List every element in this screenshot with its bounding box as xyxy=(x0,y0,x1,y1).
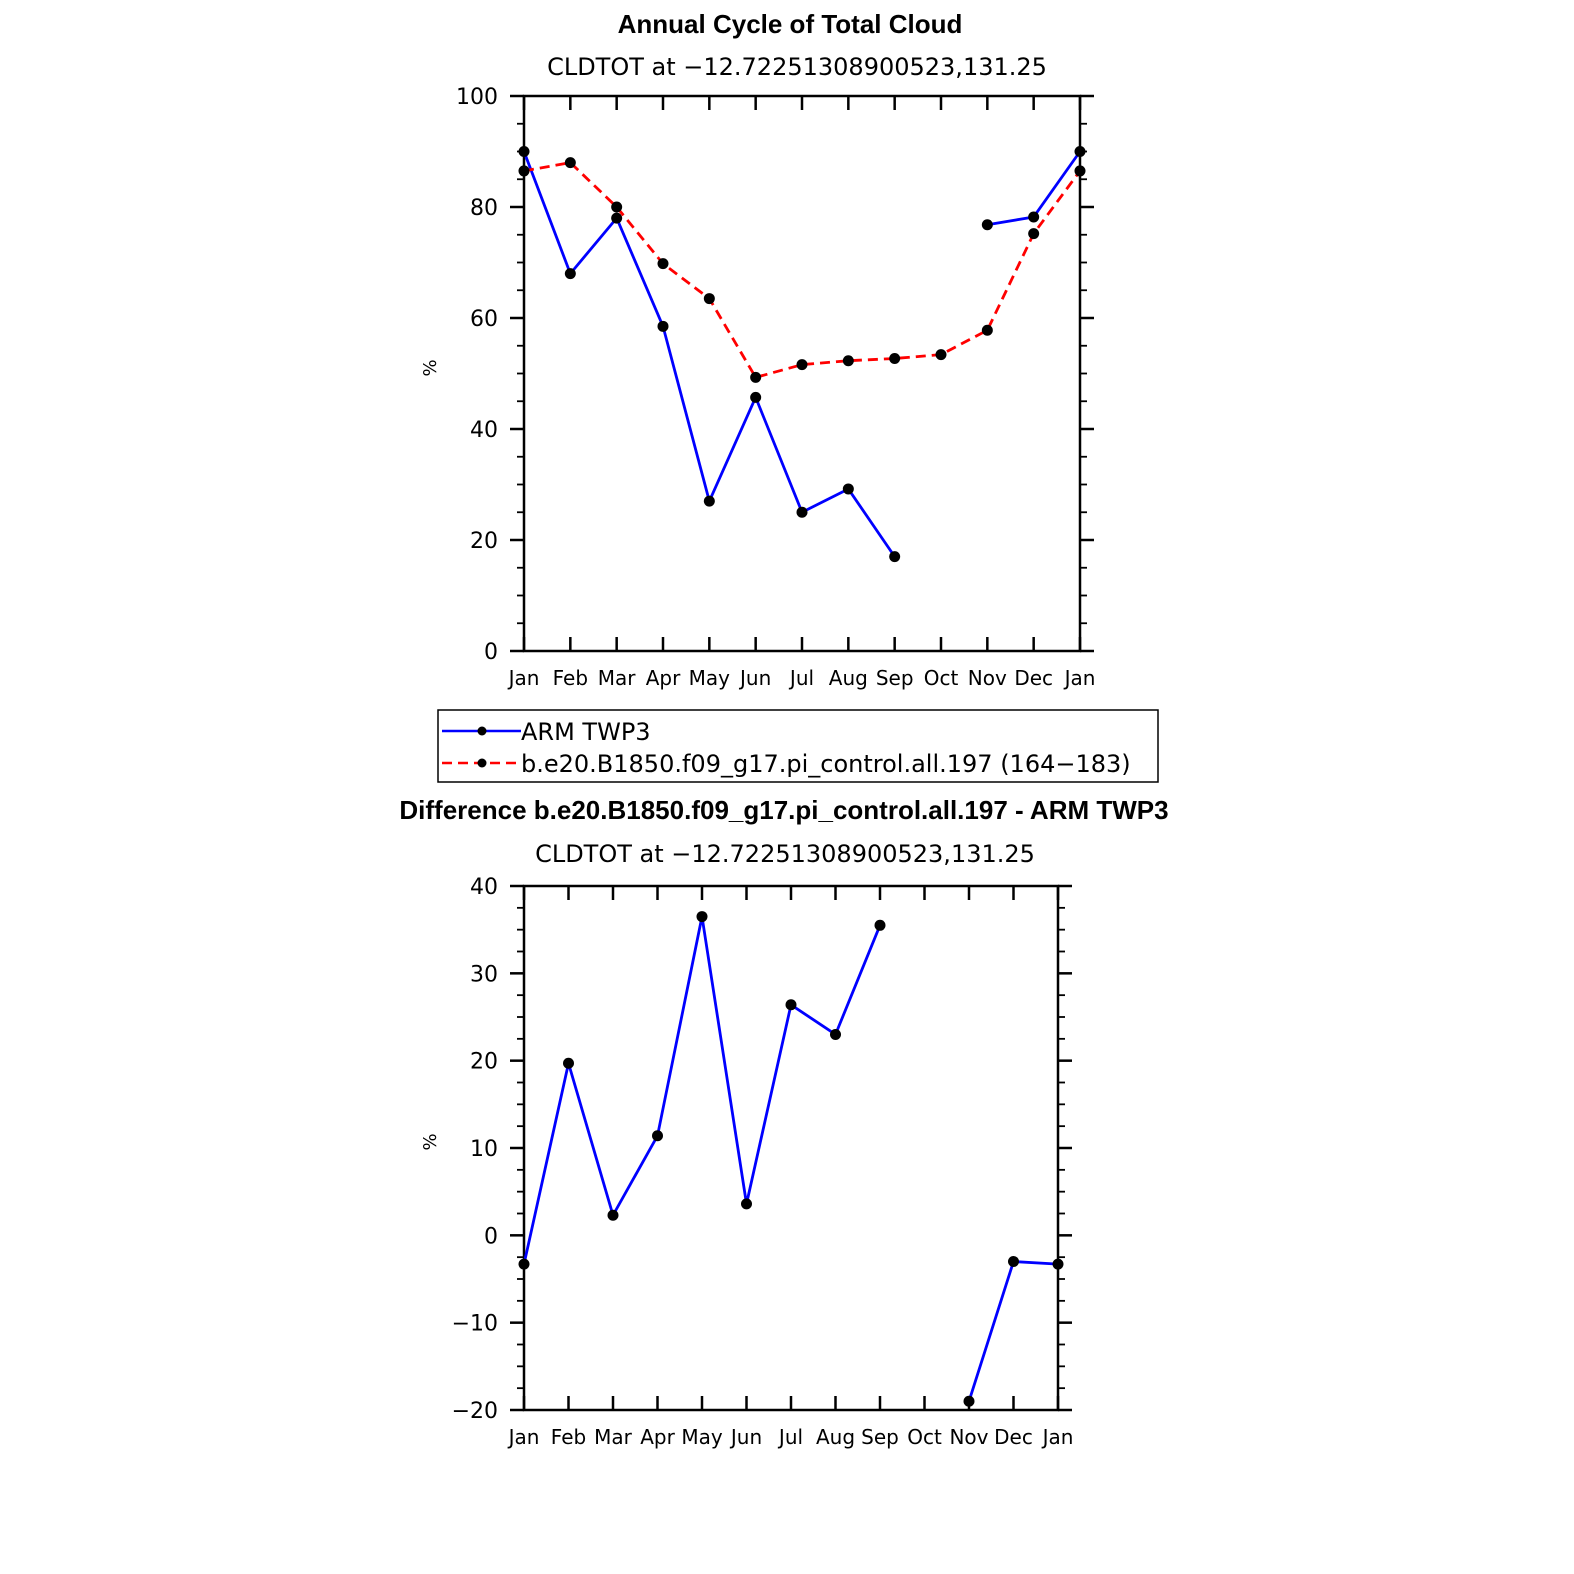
data-point xyxy=(1028,211,1040,223)
y-tick-label: 40 xyxy=(470,418,498,443)
x-tick-label: Aug xyxy=(829,666,868,690)
data-point xyxy=(703,293,715,305)
x-tick-label: Apr xyxy=(640,1425,675,1449)
series-line-primary xyxy=(967,1260,1059,1402)
legend-model-label: b.e20.B1850.f09_g17.pi_control.all.197 (… xyxy=(521,750,1131,778)
data-point xyxy=(785,999,797,1011)
data-point xyxy=(874,919,886,931)
x-tick-label: Oct xyxy=(907,1425,942,1449)
x-tick-label: Jan xyxy=(507,666,540,690)
chart2-ylabel: % xyxy=(420,1133,441,1150)
data-point xyxy=(607,1209,619,1221)
x-tick-label: Dec xyxy=(1014,666,1053,690)
data-point xyxy=(750,371,762,383)
data-point xyxy=(657,320,669,332)
legend-box xyxy=(437,709,1159,783)
data-point xyxy=(1052,1258,1064,1270)
chart1-plot: Jan Feb Mar Apr May Jun Jul Aug Sep Oct Nov Dec Jan 0… xyxy=(456,85,1095,690)
data-point xyxy=(518,165,530,177)
legend-model-marker xyxy=(477,758,487,768)
y-tick-label: 20 xyxy=(470,529,498,554)
y-tick-label: 0 xyxy=(484,1224,498,1249)
y-tick-label: 10 xyxy=(470,1137,498,1162)
legend-obs-label: ARM TWP3 xyxy=(521,718,651,746)
data-point xyxy=(741,1198,752,1210)
x-tick-label: Jan xyxy=(1041,1425,1074,1449)
series-line-primary xyxy=(522,915,882,1265)
y-tick-label: 60 xyxy=(470,307,498,332)
y-tick-label: 20 xyxy=(470,1050,498,1075)
x-tick-label: Nov xyxy=(968,666,1007,690)
data-point xyxy=(935,349,947,361)
chart2-plot: Jan Feb Mar Apr May Jun Jul Aug Sep Oct Nov Dec Jan−… xyxy=(452,875,1074,1449)
data-point xyxy=(696,911,708,923)
x-tick-label: Feb xyxy=(553,666,588,690)
data-point xyxy=(518,146,530,157)
y-tick-label: 0 xyxy=(484,640,498,665)
data-point xyxy=(889,353,901,365)
data-point xyxy=(963,1395,975,1407)
x-tick-label: Jul xyxy=(777,1425,803,1449)
chart1-ylabel: % xyxy=(420,359,441,376)
data-point xyxy=(1074,165,1086,177)
data-point xyxy=(703,495,715,507)
data-point xyxy=(563,1057,574,1069)
data-point xyxy=(842,483,854,495)
data-point xyxy=(842,355,854,367)
data-point xyxy=(889,551,901,563)
y-tick-label: 80 xyxy=(470,196,498,221)
data-point xyxy=(750,391,762,403)
y-tick-label: −10 xyxy=(452,1312,498,1337)
data-point xyxy=(611,201,623,213)
plot-frame xyxy=(522,884,1060,1412)
x-tick-label: Jan xyxy=(507,1425,540,1449)
data-point xyxy=(1028,228,1040,240)
x-tick-label: Dec xyxy=(994,1425,1033,1449)
data-point xyxy=(564,268,576,280)
data-point xyxy=(981,324,993,336)
chart2-subtitle: CLDTOT at −12.72251308900523,131.25 xyxy=(535,840,1035,868)
x-tick-label: Nov xyxy=(949,1425,988,1449)
data-point xyxy=(657,258,669,270)
x-tick-label: Mar xyxy=(594,1425,633,1449)
data-point xyxy=(981,219,993,231)
x-tick-label: Sep xyxy=(861,1425,899,1449)
data-point xyxy=(518,1258,530,1270)
y-tick-label: 100 xyxy=(456,85,498,110)
x-tick-label: May xyxy=(681,1425,723,1449)
data-point xyxy=(830,1028,841,1040)
data-point xyxy=(1074,146,1086,157)
x-tick-label: Jul xyxy=(788,666,814,690)
x-tick-label: Jun xyxy=(738,666,771,690)
chart1-title: Annual Cycle of Total Cloud xyxy=(618,9,963,39)
plot-frame xyxy=(522,94,1082,653)
x-tick-label: Oct xyxy=(924,666,959,690)
y-tick-label: 40 xyxy=(470,875,498,900)
data-point xyxy=(796,359,808,371)
x-tick-label: Aug xyxy=(816,1425,855,1449)
x-tick-label: Feb xyxy=(551,1425,586,1449)
x-tick-label: Jan xyxy=(1063,666,1096,690)
series-line-secondary xyxy=(523,161,1082,379)
y-tick-label: −20 xyxy=(452,1399,498,1424)
x-tick-label: Apr xyxy=(646,666,681,690)
chart2-title: Difference b.e20.B1850.f09_g17.pi_contro… xyxy=(399,795,1168,825)
x-tick-label: May xyxy=(689,666,731,690)
legend: ARM TWP3 b.e20.B1850.f09_g17.pi_control.… xyxy=(437,709,1159,783)
x-tick-label: Mar xyxy=(598,666,637,690)
y-tick-label: 30 xyxy=(470,962,498,987)
data-point xyxy=(1008,1256,1019,1268)
data-point xyxy=(652,1130,663,1142)
legend-obs-marker xyxy=(477,726,487,736)
x-tick-label: Sep xyxy=(876,666,914,690)
data-point xyxy=(564,157,576,169)
data-point xyxy=(796,506,808,518)
x-tick-label: Jun xyxy=(729,1425,762,1449)
chart1-subtitle: CLDTOT at −12.72251308900523,131.25 xyxy=(547,53,1047,81)
data-point xyxy=(611,212,623,224)
